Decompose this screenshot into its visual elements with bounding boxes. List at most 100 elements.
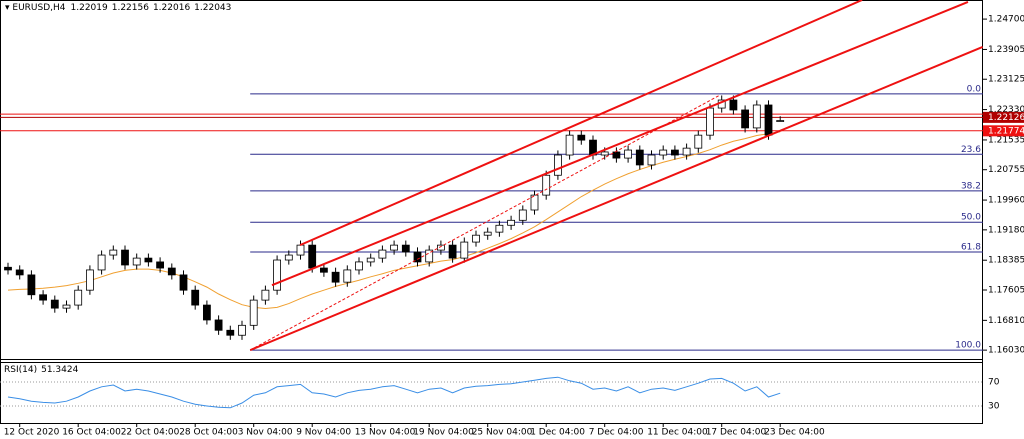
candle-body — [425, 249, 434, 263]
x-tick-label: 3 Nov 04:00 — [238, 428, 293, 438]
candle-body — [355, 261, 363, 271]
candle-body — [729, 99, 738, 111]
candle-body — [273, 259, 282, 291]
y-tick-label: 1.19960 — [988, 196, 1024, 206]
candle-body — [144, 257, 153, 263]
candle-body — [226, 329, 235, 336]
candle-body — [390, 244, 399, 251]
trendline — [249, 46, 983, 352]
candle-body — [74, 289, 83, 306]
candle-body — [202, 304, 211, 321]
y-tick-label: 1.23125 — [988, 75, 1024, 85]
candle-body — [378, 249, 387, 259]
candle-body — [109, 249, 118, 256]
candle-body — [238, 324, 246, 336]
trendline — [249, 94, 721, 351]
y-tick-label: 1.24700 — [988, 15, 1024, 25]
rsi-header: RSI(14) 51.3424 — [4, 365, 79, 375]
rsi-current: 51.3424 — [41, 365, 78, 375]
candle-body — [156, 261, 165, 269]
candle-body — [179, 274, 188, 291]
candle-body — [530, 194, 539, 211]
candle-body — [460, 241, 469, 259]
header-high: 1.22156 — [112, 3, 149, 13]
candle-body — [647, 154, 656, 166]
chart-header: ▾ EURUSD,H4 1.22019 1.22156 1.22016 1.22043 — [5, 3, 231, 13]
rsi-tick-label: 70 — [988, 378, 1000, 388]
candle-body — [308, 244, 317, 269]
candle-body — [284, 254, 293, 261]
candle-body — [671, 149, 679, 156]
chart-title: EURUSD,H4 — [12, 3, 65, 13]
candle-body — [612, 151, 621, 159]
y-tick-label: 1.17605 — [988, 285, 1024, 295]
candle-body — [214, 319, 223, 331]
candle-body — [706, 107, 714, 136]
candle-body — [27, 274, 36, 296]
candle-body — [436, 244, 445, 251]
y-tick-label: 1.21535 — [988, 135, 1024, 145]
candle-body — [682, 147, 691, 156]
x-tick-label: 1 Dec 04:00 — [530, 428, 585, 438]
fib-label: 0.0 — [967, 84, 982, 94]
rsi-name: RSI(14) — [4, 365, 37, 375]
fib-label: 50.0 — [961, 213, 981, 223]
candle-body — [15, 269, 24, 276]
candle-body — [4, 266, 12, 271]
candle-body — [167, 267, 176, 276]
candle-body — [600, 151, 609, 156]
candle-body — [635, 149, 644, 166]
price-label-box — [983, 125, 1024, 137]
price-label-box — [983, 111, 1024, 123]
y-tick-label: 1.19180 — [988, 225, 1024, 235]
rsi-tick-label: 30 — [988, 402, 1000, 412]
candle-body — [472, 234, 480, 243]
candle-body — [366, 257, 375, 263]
price-label: 1.22126 — [988, 113, 1024, 123]
candle-body — [319, 267, 328, 273]
x-tick-label: 25 Nov 04:00 — [472, 428, 533, 438]
candle-body — [554, 154, 562, 176]
candle-body — [565, 134, 574, 156]
candle-body — [401, 244, 410, 253]
moving-average — [7, 131, 781, 310]
x-tick-label: 12 Oct 2020 — [4, 428, 60, 438]
candle-body — [776, 120, 785, 122]
candle-body — [343, 269, 352, 283]
candle-body — [577, 134, 586, 141]
candle-body — [121, 249, 129, 266]
candle-body — [542, 174, 551, 196]
price-label: 1.21774 — [988, 126, 1024, 136]
y-tick-label: 1.16810 — [988, 316, 1024, 326]
trendline — [271, 0, 969, 287]
y-tick-label: 1.23905 — [988, 45, 1024, 55]
candle-body — [413, 251, 422, 263]
candle-body — [39, 294, 47, 301]
x-tick-label: 11 Dec 04:00 — [647, 428, 708, 438]
fib-label: 100.0 — [955, 341, 981, 351]
x-tick-label: 17 Dec 04:00 — [706, 428, 767, 438]
rsi-line — [7, 376, 781, 409]
candle-body — [62, 304, 71, 309]
candle-body — [191, 289, 200, 306]
header-low: 1.22016 — [153, 3, 190, 13]
candle-body — [50, 299, 59, 309]
candle-body — [752, 104, 761, 129]
candle-body — [518, 209, 527, 221]
candle-body — [764, 104, 773, 136]
candle-body — [97, 254, 106, 271]
candle-body — [507, 219, 516, 226]
candle-body — [132, 257, 141, 266]
candle-body — [249, 299, 258, 326]
fib-label: 23.6 — [961, 145, 981, 155]
candle-body — [694, 134, 703, 149]
y-tick-label: 1.18385 — [988, 256, 1024, 266]
x-tick-label: 7 Dec 04:00 — [589, 428, 644, 438]
trendline — [299, 0, 863, 247]
x-tick-label: 22 Oct 04:00 — [121, 428, 180, 438]
candle-body — [483, 231, 492, 236]
candle-body — [331, 271, 340, 283]
x-tick-label: 28 Oct 04:00 — [179, 428, 238, 438]
x-tick-label: 9 Nov 04:00 — [296, 428, 351, 438]
